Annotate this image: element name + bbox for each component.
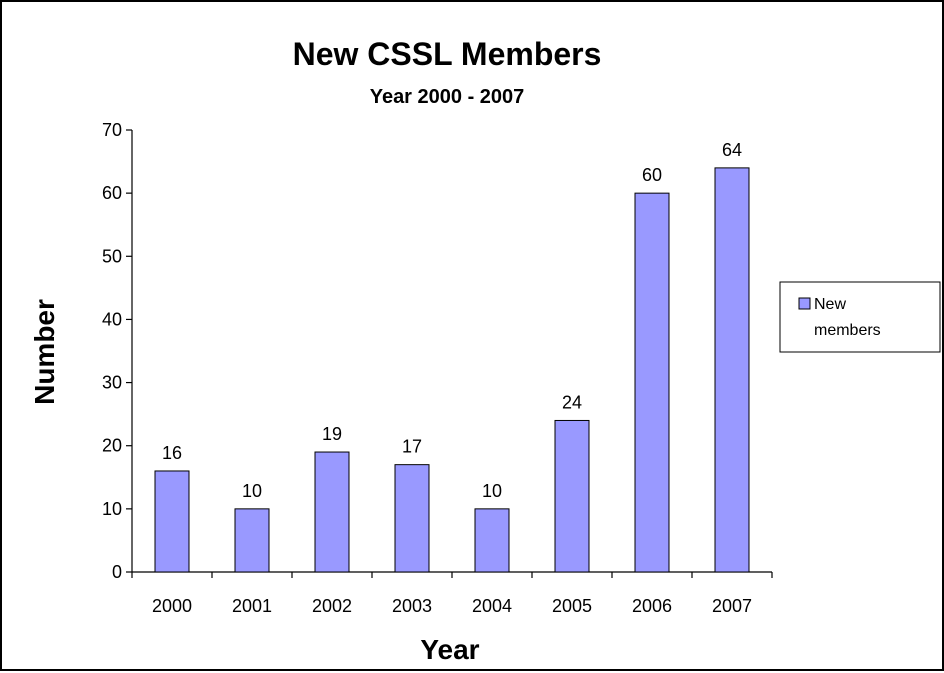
y-ticks: 0 10 20 30 40 50 60 70 bbox=[102, 120, 132, 582]
x-axis-title: Year bbox=[420, 634, 479, 665]
legend-swatch bbox=[798, 297, 811, 310]
data-label-2002: 19 bbox=[322, 424, 342, 444]
bars bbox=[154, 167, 750, 573]
x-tick-label: 2007 bbox=[712, 596, 752, 616]
legend-box bbox=[779, 281, 941, 353]
y-tick-label: 40 bbox=[102, 309, 122, 329]
chart-subtitle: Year 2000 - 2007 bbox=[370, 86, 525, 108]
legend: New members bbox=[779, 281, 941, 353]
legend-label-line-1: New bbox=[814, 296, 846, 313]
x-tick-label: 2001 bbox=[232, 596, 272, 616]
x-tick-label: 2002 bbox=[312, 596, 352, 616]
bar-2003 bbox=[394, 464, 430, 573]
bar-2006 bbox=[634, 192, 670, 573]
data-labels: 16 10 19 17 10 24 60 64 bbox=[162, 140, 742, 501]
y-tick-label: 50 bbox=[102, 246, 122, 266]
x-tick-label: 2003 bbox=[392, 596, 432, 616]
bar-2001 bbox=[234, 508, 270, 573]
y-tick-label: 60 bbox=[102, 183, 122, 203]
bar-2000 bbox=[154, 470, 190, 573]
data-label-2001: 10 bbox=[242, 481, 262, 501]
chart-title: New CSSL Members bbox=[293, 36, 602, 72]
data-label-2007: 64 bbox=[722, 140, 742, 160]
x-tick-label: 2005 bbox=[552, 596, 592, 616]
x-tick-label: 2004 bbox=[472, 596, 512, 616]
x-tick-label: 2000 bbox=[152, 596, 192, 616]
bar-2007 bbox=[714, 167, 750, 573]
y-axis-title: Number bbox=[29, 299, 60, 405]
data-label-2004: 10 bbox=[482, 481, 502, 501]
x-tick-label: 2006 bbox=[632, 596, 672, 616]
data-label-2000: 16 bbox=[162, 443, 182, 463]
y-tick-label: 30 bbox=[102, 373, 122, 393]
bar-2004 bbox=[474, 508, 510, 573]
y-tick-label: 0 bbox=[112, 562, 122, 582]
data-label-2006: 60 bbox=[642, 165, 662, 185]
y-tick-label: 70 bbox=[102, 120, 122, 140]
bar-2005 bbox=[554, 419, 590, 573]
y-tick-label: 20 bbox=[102, 436, 122, 456]
legend-label-line-2: members bbox=[814, 322, 881, 339]
bar-2002 bbox=[314, 451, 350, 573]
y-tick-label: 10 bbox=[102, 499, 122, 519]
x-ticks: 2000 2001 2002 2003 2004 2005 2006 2007 bbox=[131, 572, 773, 616]
data-label-2003: 17 bbox=[402, 437, 422, 457]
data-label-2005: 24 bbox=[562, 392, 582, 412]
